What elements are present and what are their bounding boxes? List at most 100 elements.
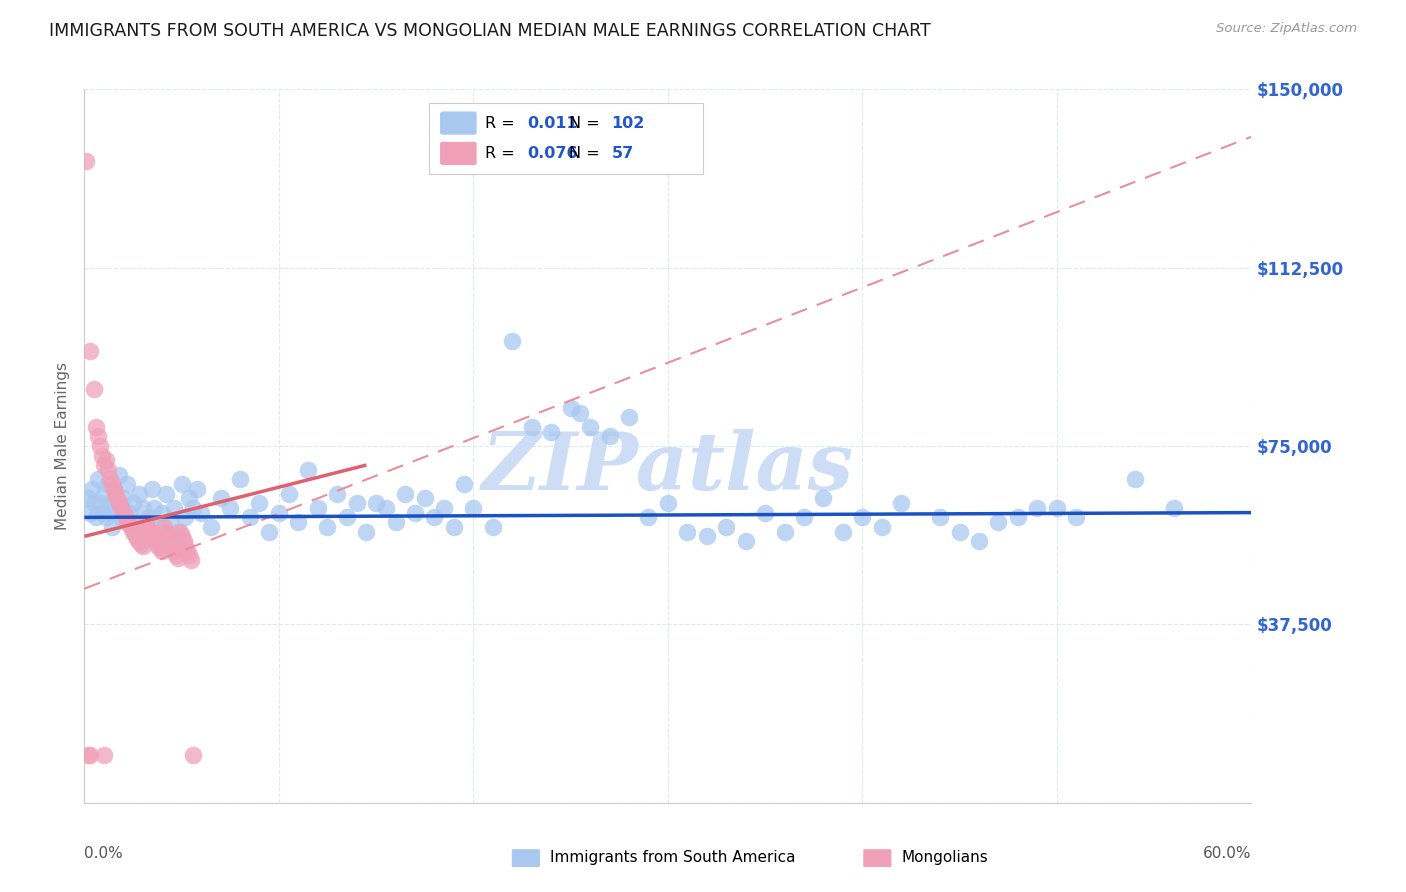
Text: 60.0%: 60.0% [1204,846,1251,861]
Point [1046,500,1069,515]
Point [501,334,523,349]
Point [929,510,952,524]
Point [104,486,127,500]
Point [166,524,188,539]
Point [247,496,270,510]
Point [84,420,107,434]
Point [108,467,131,482]
Point [560,401,582,415]
Point [773,524,796,539]
Point [949,524,972,539]
Point [77,748,100,763]
Point [84,510,107,524]
Point [79,748,101,763]
Text: N =: N = [569,146,606,161]
Point [125,532,148,546]
Point [163,543,186,558]
Point [138,510,160,524]
Point [100,520,122,534]
Point [110,500,132,515]
Text: 0.011: 0.011 [527,116,578,130]
Text: IMMIGRANTS FROM SOUTH AMERICA VS MONGOLIAN MEDIAN MALE EARNINGS CORRELATION CHAR: IMMIGRANTS FROM SOUTH AMERICA VS MONGOLI… [49,22,931,40]
Point [159,515,181,529]
Point [169,524,191,539]
Point [98,472,121,486]
Point [143,529,166,543]
Point [98,496,121,510]
Point [128,486,150,500]
Point [160,539,183,553]
Point [287,515,309,529]
Point [676,524,699,539]
Point [107,491,129,506]
Point [94,453,117,467]
Point [890,496,912,510]
Point [139,529,162,543]
Point [170,477,193,491]
Point [793,510,815,524]
Point [150,543,173,558]
Point [138,524,160,539]
Point [967,534,990,549]
Y-axis label: Median Male Earnings: Median Male Earnings [55,362,70,530]
Point [132,539,155,553]
Point [579,420,602,434]
Text: Mongolians: Mongolians [901,850,988,864]
Point [134,515,156,529]
Text: 102: 102 [612,116,645,130]
Point [124,527,146,541]
Point [159,534,181,549]
Point [366,496,388,510]
Point [90,506,112,520]
Point [186,482,208,496]
Point [190,506,212,520]
Point [754,506,776,520]
Point [165,549,187,563]
Point [128,534,150,549]
Point [141,482,163,496]
Point [97,463,120,477]
Point [987,515,1010,529]
Point [209,491,232,506]
Point [200,520,222,534]
Point [145,534,167,549]
Point [166,550,188,565]
Point [112,491,135,506]
Point [143,500,166,515]
Point [443,520,465,534]
Point [336,510,359,524]
Point [155,524,177,539]
Point [148,539,170,553]
Point [1123,472,1146,486]
Point [104,500,127,515]
Point [851,510,873,524]
Point [141,524,163,539]
Point [100,477,122,491]
Point [540,425,562,439]
Point [453,477,475,491]
Point [79,506,101,520]
Point [115,513,138,527]
Point [150,506,173,520]
Point [1163,500,1185,515]
Text: Source: ZipAtlas.com: Source: ZipAtlas.com [1216,22,1357,36]
Point [124,515,146,529]
Point [77,491,100,506]
Text: R =: R = [485,116,520,130]
Point [174,510,197,524]
Text: Immigrants from South America: Immigrants from South America [550,850,796,864]
Point [267,506,290,520]
Point [1026,500,1049,515]
Text: 57: 57 [612,146,634,161]
Point [173,534,195,549]
Point [118,517,141,532]
Text: 0.076: 0.076 [527,146,578,161]
Point [170,529,193,543]
Point [87,472,110,486]
Point [1007,510,1029,524]
Point [394,486,416,500]
Point [599,429,621,443]
Point [413,491,436,506]
Text: R =: R = [485,146,520,161]
Point [657,496,679,510]
